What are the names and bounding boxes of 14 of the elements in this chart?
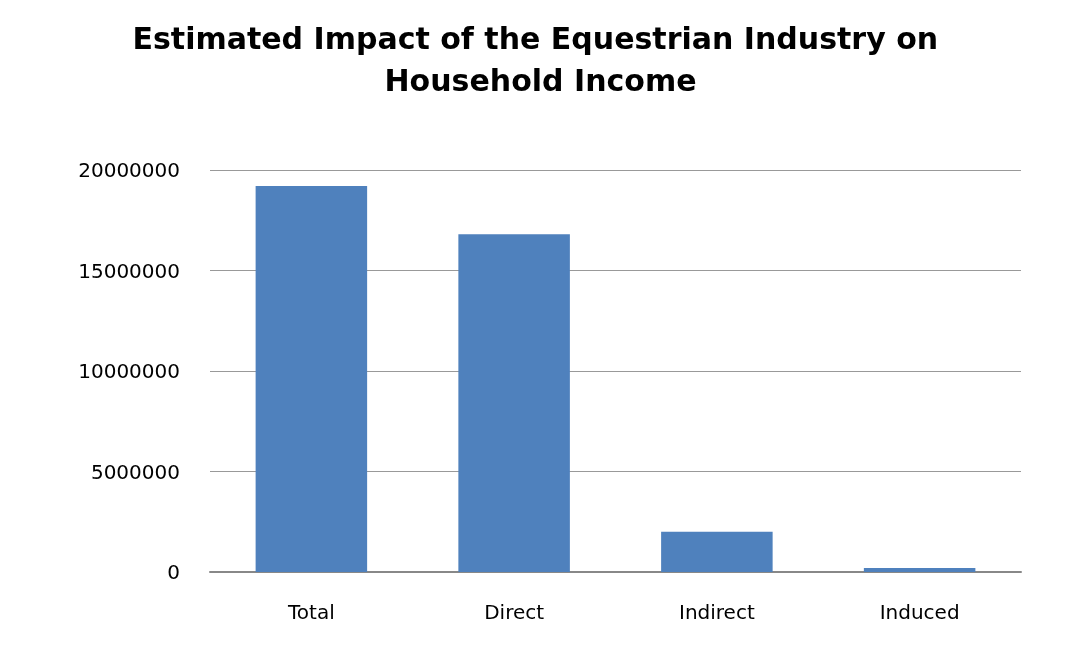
y-tick-label: 0 [167,560,180,584]
bar [661,531,773,572]
y-tick-label: 10000000 [78,359,180,383]
bar [863,567,976,572]
x-tick-label: Direct [484,600,545,624]
y-tick-label: 15000000 [78,258,180,283]
y-tick-label: 20000000 [78,158,180,182]
bar [458,234,570,572]
x-tick-label: Induced [879,600,960,624]
x-tick-label: Indirect [678,600,755,624]
x-tick-label: Total [287,600,335,624]
bar [255,186,368,572]
chart-title: Estimated Impact of the Equestrian Industry on Household Income [132,20,949,98]
y-tick-label: 5000000 [90,459,180,484]
